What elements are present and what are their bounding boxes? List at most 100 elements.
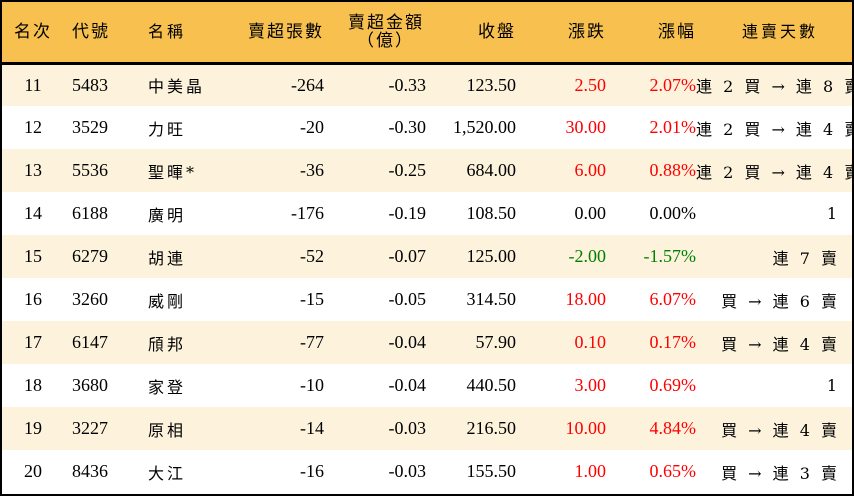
cell-code: 6147 — [72, 332, 108, 352]
cell-change-pct: 0.17% — [649, 332, 697, 352]
cell-net-sell-amount: -0.30 — [388, 117, 427, 137]
cell-close: 125.00 — [466, 246, 517, 266]
cell-rank: 19 — [24, 418, 42, 438]
table-header-row: 名次 代號 名稱 賣超張數 賣超金額 （億） 收盤 漲跌 漲幅 連賣天數 — [2, 2, 852, 63]
cell-streak: 1 — [826, 204, 840, 223]
cell-streak: 1 — [826, 376, 840, 395]
table-row: 18 3680 家登 -10 -0.04 440.50 3.00 0.69% 1 — [2, 364, 852, 407]
cell-streak: 連 2 買 → 連 8 賣 — [696, 77, 854, 97]
cell-streak: 連 2 買 → 連 4 賣 — [696, 162, 854, 182]
header-net-sell-amount[interactable]: 賣超金額 （億） — [324, 2, 426, 63]
cell-net-sell-amount: -0.19 — [388, 203, 427, 223]
cell-rank: 14 — [24, 203, 42, 223]
header-streak[interactable]: 連賣天數 — [741, 21, 818, 41]
cell-name: 胡連 — [148, 248, 187, 268]
cell-change: 0.10 — [574, 332, 607, 352]
cell-code: 6279 — [72, 246, 108, 266]
table-row: 15 6279 胡連 -52 -0.07 125.00 -2.00 -1.57%… — [2, 235, 852, 278]
cell-net-sell-amount: -0.07 — [388, 246, 427, 266]
cell-code: 3227 — [72, 418, 108, 438]
cell-change-pct: 2.07% — [649, 74, 697, 95]
cell-change: 30.00 — [565, 117, 607, 137]
table-row: 13 5536 聖暉* -36 -0.25 684.00 6.00 0.88% … — [2, 149, 854, 192]
cell-code: 5536 — [72, 160, 108, 180]
cell-name: 原相 — [148, 420, 187, 440]
cell-change: 10.00 — [565, 418, 607, 438]
cell-rank: 15 — [24, 246, 42, 266]
cell-close: 314.50 — [466, 289, 517, 309]
cell-net-sell-amount: -0.04 — [388, 332, 427, 352]
cell-change-pct: 0.88% — [649, 160, 697, 180]
header-change[interactable]: 漲跌 — [568, 21, 606, 42]
table-row: 20 8436 大江 -16 -0.03 155.50 1.00 0.65% 買… — [2, 450, 852, 493]
cell-streak: 連 7 賣 — [772, 248, 840, 268]
cell-streak: 買 → 連 6 賣 — [721, 291, 840, 311]
cell-rank: 20 — [24, 461, 42, 481]
cell-change: 0.00 — [574, 203, 607, 223]
header-rank[interactable]: 名次 — [14, 21, 52, 42]
header-code[interactable]: 代號 — [72, 21, 110, 42]
cell-net-sell-lots: -52 — [300, 246, 324, 266]
cell-streak: 買 → 連 4 賣 — [721, 334, 840, 354]
cell-close: 123.50 — [466, 74, 517, 95]
cell-change: 1.00 — [574, 461, 607, 481]
cell-net-sell-amount: -0.33 — [388, 74, 427, 95]
header-name[interactable]: 名稱 — [148, 21, 187, 41]
cell-name: 頎邦 — [148, 334, 187, 354]
cell-name: 聖暉* — [148, 162, 198, 182]
cell-change-pct: 0.69% — [649, 375, 697, 395]
cell-name: 家登 — [148, 377, 187, 397]
cell-close: 684.00 — [466, 160, 517, 180]
cell-change-pct: 0.00% — [649, 203, 697, 223]
cell-change: 6.00 — [574, 160, 607, 180]
cell-net-sell-lots: -10 — [300, 375, 324, 395]
cell-net-sell-lots: -176 — [291, 203, 324, 223]
cell-net-sell-lots: -264 — [291, 74, 324, 95]
table-row: 19 3227 原相 -14 -0.03 216.50 10.00 4.84% … — [2, 407, 852, 450]
table-row: 14 6188 廣明 -176 -0.19 108.50 0.00 0.00% … — [2, 192, 852, 235]
header-close[interactable]: 收盤 — [478, 21, 516, 42]
cell-code: 5483 — [72, 74, 108, 95]
cell-change: 18.00 — [565, 289, 607, 309]
cell-name: 威剛 — [148, 291, 187, 311]
cell-name: 大江 — [148, 463, 187, 483]
header-net-sell-amount-line2: （億） — [357, 30, 414, 51]
cell-code: 3260 — [72, 289, 108, 309]
cell-code: 8436 — [72, 461, 108, 481]
cell-change: -2.00 — [568, 246, 607, 266]
cell-name: 廣明 — [148, 205, 187, 225]
cell-net-sell-amount: -0.03 — [388, 418, 427, 438]
cell-rank: 18 — [24, 375, 42, 395]
header-net-sell-lots[interactable]: 賣超張數 — [248, 21, 324, 42]
cell-change-pct: 4.84% — [649, 418, 697, 438]
table-row: 12 3529 力旺 -20 -0.30 1,520.00 30.00 2.01… — [2, 106, 854, 149]
cell-change-pct: 6.07% — [649, 289, 697, 309]
cell-net-sell-lots: -77 — [300, 332, 324, 352]
header-change-pct[interactable]: 漲幅 — [658, 21, 696, 42]
cell-close: 108.50 — [466, 203, 517, 223]
cell-change-pct: 0.65% — [649, 461, 697, 481]
cell-net-sell-amount: -0.25 — [388, 160, 427, 180]
cell-change-pct: -1.57% — [643, 246, 697, 266]
cell-close: 440.50 — [466, 375, 517, 395]
cell-net-sell-lots: -36 — [300, 160, 324, 180]
cell-net-sell-lots: -15 — [300, 289, 324, 309]
cell-net-sell-amount: -0.03 — [388, 461, 427, 481]
header-net-sell-amount-line1: 賣超金額 — [348, 12, 424, 33]
cell-rank: 11 — [24, 74, 42, 95]
cell-net-sell-lots: -14 — [300, 418, 324, 438]
cell-net-sell-amount: -0.04 — [388, 375, 427, 395]
cell-close: 1,520.00 — [453, 117, 516, 137]
cell-net-sell-amount: -0.05 — [388, 289, 427, 309]
cell-net-sell-lots: -16 — [300, 461, 324, 481]
cell-code: 6188 — [72, 203, 108, 223]
cell-net-sell-lots: -20 — [300, 117, 324, 137]
table-row: 11 5483 中美晶 -264 -0.33 123.50 2.50 2.07%… — [2, 63, 854, 106]
cell-close: 216.50 — [466, 418, 517, 438]
cell-rank: 16 — [24, 289, 42, 309]
cell-rank: 13 — [24, 160, 42, 180]
table-row: 17 6147 頎邦 -77 -0.04 57.90 0.10 0.17% 買 … — [2, 321, 852, 364]
cell-change: 2.50 — [574, 74, 607, 95]
